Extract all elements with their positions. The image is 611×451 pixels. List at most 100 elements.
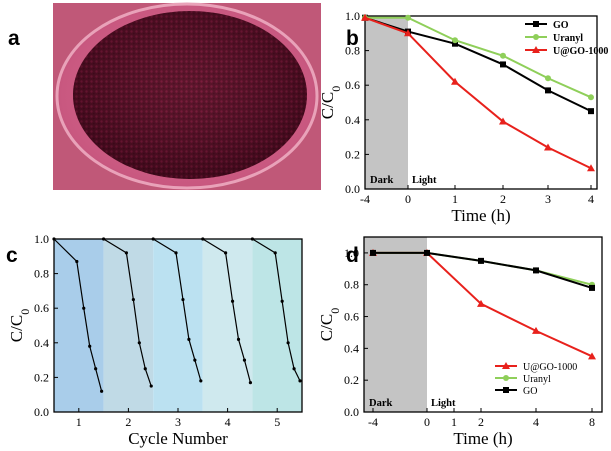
data-point xyxy=(193,358,197,362)
panel-b: b Dark Light 0.0 0.2 0.4 0.6 0.8 1.0 -4 0 1 2 3 4 Time… xyxy=(318,9,608,225)
legend-label: Uranyl xyxy=(523,374,551,385)
panel-a: a xyxy=(8,2,321,190)
y-tick-label: 0.4 xyxy=(345,113,360,127)
data-point xyxy=(94,367,98,371)
data-point xyxy=(532,326,540,334)
data-point xyxy=(587,164,595,172)
data-point xyxy=(404,29,412,37)
x-tick-label: 2 xyxy=(500,192,506,206)
data-point xyxy=(545,75,551,82)
x-tick-label: 3 xyxy=(545,192,551,206)
chart-b: Dark Light 0.0 0.2 0.4 0.6 0.8 1.0 -4 0 1 2 3 4 Time (… xyxy=(318,9,608,225)
x-tick-label: 2 xyxy=(125,415,131,429)
data-point xyxy=(588,94,594,101)
y-axis-label: C/C0 xyxy=(7,309,32,342)
data-point xyxy=(75,259,79,264)
legend-entry: U@GO-1000 xyxy=(525,46,608,57)
data-point xyxy=(588,352,596,360)
y-axis-label: C/C0 xyxy=(317,308,342,341)
dark-region xyxy=(365,16,408,189)
data-point xyxy=(545,87,551,94)
data-point xyxy=(370,249,376,256)
data-point xyxy=(533,267,539,274)
y-tick-label: 0.4 xyxy=(34,336,49,350)
x-tick-label: -4 xyxy=(368,415,378,429)
panel-c: c 0.0 0.2 0.4 0.6 0.8 1.0 1 2 3 4 5 Cycle Number C/C… xyxy=(6,232,303,448)
data-point xyxy=(151,237,155,241)
legend-marker xyxy=(533,21,539,27)
cycle-curve xyxy=(102,237,153,388)
series-cycles xyxy=(52,237,302,393)
dark-label: Dark xyxy=(369,398,392,409)
series-line xyxy=(364,16,592,113)
data-point xyxy=(478,257,484,264)
legend-entry: U@GO-1000 xyxy=(495,362,577,373)
x-axis-label: Cycle Number xyxy=(128,429,228,448)
legend-entry: Uranyl xyxy=(525,33,583,44)
legend-marker xyxy=(533,34,539,40)
data-point xyxy=(187,337,191,341)
legend-label: GO xyxy=(523,386,537,397)
series-line xyxy=(365,16,592,99)
y-tick-label: 0.0 xyxy=(345,182,360,196)
data-point xyxy=(286,341,290,345)
x-tick-label: -4 xyxy=(360,192,370,206)
data-point xyxy=(102,237,106,241)
chart-d: Dark Light 0.0 0.2 0.4 0.6 0.8 1.0 -4 0 1 2 4 8 Time (… xyxy=(317,236,603,448)
plot-frame xyxy=(364,15,598,190)
legend-label: U@GO-1000 xyxy=(553,46,608,57)
data-point xyxy=(124,251,129,255)
legend-marker xyxy=(503,387,509,393)
y-tick-label: 1.0 xyxy=(34,232,49,246)
x-tick-label: 8 xyxy=(589,415,595,429)
data-point xyxy=(544,143,552,151)
series-line xyxy=(364,16,592,170)
data-point xyxy=(588,108,594,115)
legend-marker xyxy=(503,375,509,381)
y-tick-label: 0.8 xyxy=(344,278,359,292)
data-point xyxy=(292,367,296,371)
panel-d: d Dark Light 0.0 0.2 0.4 0.6 0.8 1.0 -4 0 1 2 4 8 Time… xyxy=(317,236,603,448)
series-uranyl xyxy=(362,14,594,101)
y-tick-label: 0.0 xyxy=(344,405,359,419)
cycle-curve xyxy=(250,237,302,383)
data-point xyxy=(298,379,302,383)
y-tick-label: 1.0 xyxy=(344,246,359,260)
y-tick-label: 0.2 xyxy=(345,147,360,161)
y-tick-label: 0.6 xyxy=(34,301,49,315)
data-point xyxy=(199,379,203,383)
petri-dish-photo xyxy=(53,2,321,190)
y-axis-label: C/C0 xyxy=(318,86,343,119)
x-axis-label: Time (h) xyxy=(453,429,512,448)
series-line xyxy=(103,238,152,387)
data-point xyxy=(280,299,284,303)
data-point xyxy=(405,14,411,21)
y-tick-label: 0.8 xyxy=(345,44,360,58)
data-point xyxy=(137,341,141,345)
data-point xyxy=(149,384,153,388)
data-point xyxy=(230,299,235,303)
series-line xyxy=(252,238,301,382)
data-point xyxy=(451,77,459,85)
data-point xyxy=(248,380,253,385)
x-tick-label: 0 xyxy=(405,192,411,206)
x-tick-label: 4 xyxy=(533,415,539,429)
data-point xyxy=(88,344,92,348)
cycle-band xyxy=(54,239,104,412)
data-point xyxy=(181,297,185,302)
data-point xyxy=(250,237,254,241)
panel-label-c: c xyxy=(6,244,18,267)
panel-label-b: b xyxy=(346,27,359,50)
y-tick-label: 1.0 xyxy=(345,9,360,23)
data-point xyxy=(499,117,507,125)
panel-label-a: a xyxy=(8,27,20,50)
x-axis-label: Time (h) xyxy=(451,206,510,225)
dark-region xyxy=(364,237,427,412)
data-point xyxy=(242,358,247,362)
chart-c: 0.0 0.2 0.4 0.6 0.8 1.0 1 2 3 4 5 Cycle Number C/C0 xyxy=(7,232,303,448)
data-point xyxy=(131,297,135,302)
data-point xyxy=(143,367,147,371)
cycle-curve xyxy=(151,237,203,383)
x-tick-label: 4 xyxy=(588,192,594,206)
